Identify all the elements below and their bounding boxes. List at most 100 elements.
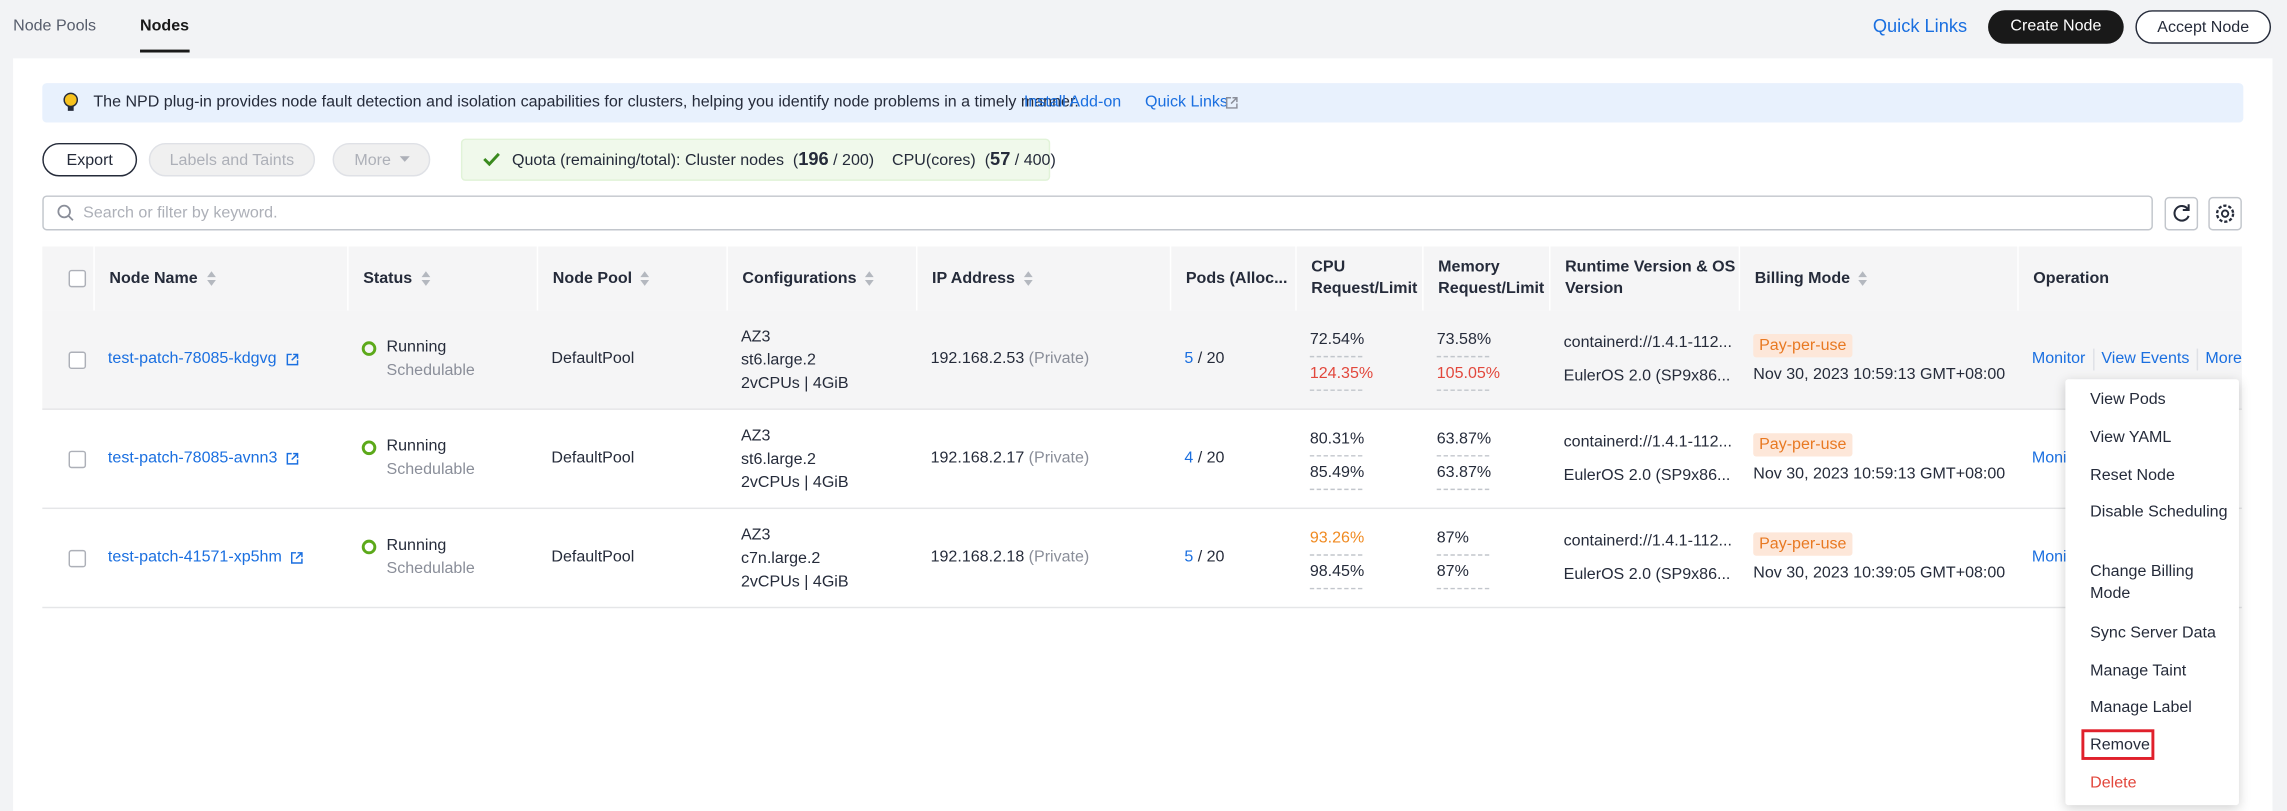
column-header: Runtime Version & OS Version: [1549, 246, 1739, 311]
pods-total: / 20: [1197, 449, 1225, 467]
menu-item[interactable]: Disable Scheduling: [2090, 503, 2228, 521]
menu-item[interactable]: Reset Node: [2090, 466, 2175, 485]
runtime-line: containerd://1.4.1-112...: [1563, 333, 1732, 351]
export-button[interactable]: Export: [42, 142, 138, 177]
status: Running: [361, 535, 537, 557]
table-cell: test-patch-78085-avnn3: [93, 410, 347, 508]
runtime-line: EulerOS 2.0 (SP9x86...: [1563, 565, 1731, 583]
operation-link[interactable]: Monitor: [2031, 350, 2086, 368]
external-icon: [286, 452, 299, 465]
column-header[interactable]: Configurations: [726, 246, 916, 311]
sort-icon[interactable]: [420, 271, 430, 286]
table-cell: 192.168.2.53 (Private): [916, 311, 1170, 409]
quota-number: 57: [990, 148, 1011, 170]
settings-icon: [2215, 204, 2235, 223]
quota-label: / 400): [1010, 151, 1056, 170]
create-node-button[interactable]: Create Node: [1988, 10, 2124, 44]
status-dot: [361, 340, 377, 356]
tab[interactable]: Node Pools: [13, 17, 97, 36]
menu-item[interactable]: Remove: [2081, 729, 2230, 760]
checkbox[interactable]: [68, 269, 87, 288]
refresh-button[interactable]: [2164, 196, 2199, 231]
sort-icon[interactable]: [865, 271, 875, 286]
menu-item[interactable]: View Pods: [2090, 390, 2166, 409]
node-pool: DefaultPool: [551, 350, 635, 368]
header-checkbox-cell: [42, 247, 93, 311]
menu-item[interactable]: Delete: [2090, 774, 2137, 793]
sort-icon[interactable]: [1858, 271, 1868, 286]
pods-allocated[interactable]: 5: [1184, 350, 1194, 368]
created-time: Nov 30, 2023 10:39:05 GMT+08:00: [1753, 563, 2006, 582]
config-line: AZ3: [740, 327, 771, 345]
labels-taints-button: Labels and Taints: [148, 142, 316, 177]
install-addon-link[interactable]: Install Add-on: [1023, 93, 1122, 111]
column-label: Pods (Alloc...: [1185, 269, 1288, 287]
refresh-icon: [2173, 204, 2190, 222]
column-label: Operation: [2033, 269, 2110, 287]
sort-icon[interactable]: [1023, 271, 1033, 286]
table-cell: Monitor View Events More: [2017, 311, 2242, 409]
column-header[interactable]: IP Address: [916, 246, 1170, 311]
table-cell: test-patch-78085-kdgvg: [93, 311, 347, 409]
column-header: Pods (Alloc...: [1169, 246, 1295, 311]
settings-button[interactable]: [2208, 196, 2242, 231]
column-header[interactable]: Billing Mode: [1738, 246, 2018, 311]
pods-total: / 20: [1197, 548, 1225, 566]
memory-value: 87%: [1436, 561, 1490, 589]
column-label: IP Address: [932, 269, 1015, 287]
config-line: 2vCPUs | 4GiB: [740, 473, 849, 491]
menu-item[interactable]: Manage Label: [2090, 698, 2192, 717]
column-header[interactable]: Node Pool: [536, 246, 727, 311]
billing-mode: Pay-per-use: [1753, 531, 1853, 555]
pods-allocated[interactable]: 4: [1184, 449, 1194, 467]
bulb-icon: [63, 92, 79, 111]
sort-icon[interactable]: [640, 271, 650, 286]
table-cell: DefaultPool: [537, 311, 727, 409]
quick-links-link[interactable]: Quick Links: [1145, 93, 1228, 111]
table-cell: containerd://1.4.1-112... EulerOS 2.0 (SP…: [1549, 509, 1739, 607]
column-label: Configurations: [742, 269, 857, 287]
checkbox[interactable]: [68, 350, 87, 369]
operation-link[interactable]: More: [2196, 348, 2250, 371]
status-dot: [361, 439, 377, 455]
accept-node-button[interactable]: Accept Node: [2135, 10, 2272, 44]
memory-value: 63.87%: [1436, 462, 1491, 490]
status: Running: [361, 337, 537, 359]
tab-active[interactable]: Nodes: [140, 17, 190, 53]
cpu-value: 98.45%: [1309, 561, 1364, 589]
column-label: Node Name: [109, 269, 198, 287]
search-box[interactable]: Search or filter by keyword.: [42, 195, 2153, 231]
sort-icon[interactable]: [206, 271, 216, 286]
menu-item[interactable]: View YAML: [2090, 428, 2172, 447]
pods-allocated[interactable]: 5: [1184, 548, 1194, 566]
checkbox[interactable]: [68, 449, 87, 468]
node-name-link[interactable]: test-patch-78085-avnn3: [107, 449, 278, 467]
menu-item[interactable]: Sync Server Data: [2090, 624, 2216, 642]
table-cell: 73.58% 105.05%: [1422, 311, 1549, 409]
memory-value: 105.05%: [1436, 362, 1500, 391]
table-cell: DefaultPool: [537, 509, 727, 607]
column-header[interactable]: Status: [347, 246, 537, 311]
memory-value: 63.87%: [1436, 428, 1491, 456]
column-label: Billing Mode: [1754, 269, 1851, 287]
column-header: CPU Request/Limit: [1295, 246, 1422, 311]
node-name-link[interactable]: test-patch-41571-xp5hm: [107, 548, 282, 566]
runtime-line: containerd://1.4.1-112...: [1563, 432, 1732, 450]
quick-links[interactable]: Quick Links: [1872, 16, 1968, 37]
node-name-link[interactable]: test-patch-78085-kdgvg: [107, 350, 277, 368]
table-cell: Running Schedulable: [347, 311, 537, 409]
table-cell: AZ3 c7n.large.2 2vCPUs | 4GiB: [726, 509, 916, 607]
config-line: c7n.large.2: [740, 549, 821, 567]
pods-total: / 20: [1197, 350, 1225, 368]
column-header[interactable]: Node Name: [93, 246, 347, 311]
table-row: test-patch-78085-kdgvg Running Schedulable…: [42, 310, 2242, 410]
external-icon: [285, 353, 298, 366]
menu-item[interactable]: Change Billing Mode: [2090, 563, 2194, 603]
checkbox[interactable]: [68, 549, 87, 567]
column-label: CPU Request/Limit: [1311, 258, 1418, 298]
runtime-line: containerd://1.4.1-112...: [1563, 531, 1732, 550]
operation-link[interactable]: View Events: [2092, 348, 2197, 371]
node-pool: DefaultPool: [551, 548, 635, 566]
menu-item[interactable]: Manage Taint: [2090, 662, 2187, 680]
